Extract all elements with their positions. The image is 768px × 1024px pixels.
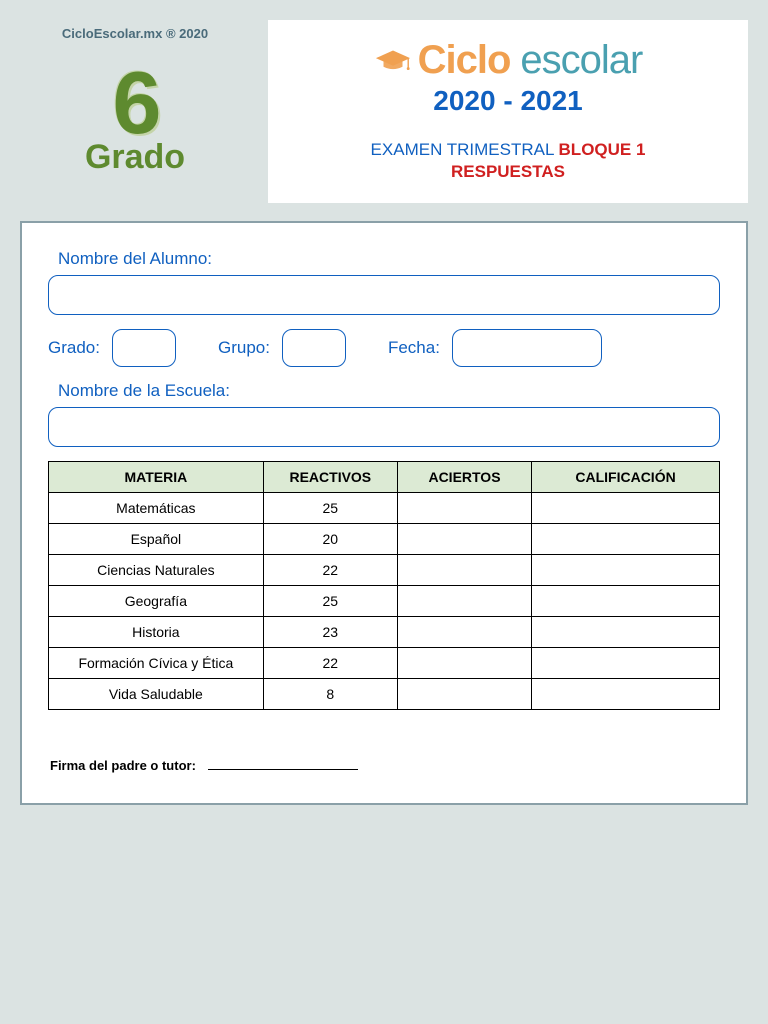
grade-label: Grado	[85, 138, 185, 177]
cell-calificacion	[532, 648, 720, 679]
fecha-input[interactable]	[452, 329, 602, 367]
cell-reactivos: 25	[263, 586, 397, 617]
brand-year: 2020 - 2021	[433, 85, 582, 117]
exam-title: EXAMEN TRIMESTRAL BLOQUE 1 RESPUESTAS	[371, 139, 646, 183]
cell-calificacion	[532, 586, 720, 617]
nombre-alumno-input[interactable]	[48, 275, 720, 315]
table-row: Geografía25	[49, 586, 720, 617]
cell-materia: Español	[49, 524, 264, 555]
cell-reactivos: 20	[263, 524, 397, 555]
brand-word-ciclo: Ciclo	[418, 38, 511, 83]
escuela-input[interactable]	[48, 407, 720, 447]
nombre-alumno-label: Nombre del Alumno:	[58, 249, 720, 269]
brand-logo-line: Ciclo escolar	[374, 38, 643, 83]
cell-aciertos	[397, 493, 531, 524]
graduation-cap-icon	[374, 48, 412, 74]
inline-fields-row: Grado: Grupo: Fecha:	[48, 329, 720, 367]
cell-reactivos: 8	[263, 679, 397, 710]
cell-reactivos: 22	[263, 555, 397, 586]
signature-label: Firma del padre o tutor:	[50, 758, 196, 773]
cell-calificacion	[532, 524, 720, 555]
cell-materia: Formación Cívica y Ética	[49, 648, 264, 679]
cell-aciertos	[397, 524, 531, 555]
table-row: Matemáticas25	[49, 493, 720, 524]
cell-aciertos	[397, 617, 531, 648]
cell-aciertos	[397, 586, 531, 617]
table-row: Formación Cívica y Ética22	[49, 648, 720, 679]
cell-calificacion	[532, 493, 720, 524]
subjects-table: MATERIA REACTIVOS ACIERTOS CALIFICACIÓN …	[48, 461, 720, 710]
grado-field-label: Grado:	[48, 338, 100, 358]
table-row: Historia23	[49, 617, 720, 648]
cell-materia: Historia	[49, 617, 264, 648]
cell-reactivos: 25	[263, 493, 397, 524]
grupo-field-label: Grupo:	[218, 338, 270, 358]
cell-calificacion	[532, 555, 720, 586]
signature-row: Firma del padre o tutor:	[48, 758, 720, 773]
cell-aciertos	[397, 648, 531, 679]
copyright-text: CicloEscolar.mx ® 2020	[62, 26, 208, 41]
grado-input[interactable]	[112, 329, 176, 367]
grade-number: 6	[113, 63, 158, 142]
table-header-row: MATERIA REACTIVOS ACIERTOS CALIFICACIÓN	[49, 462, 720, 493]
fecha-field-label: Fecha:	[388, 338, 440, 358]
table-row: Ciencias Naturales22	[49, 555, 720, 586]
cell-materia: Vida Saludable	[49, 679, 264, 710]
table-row: Vida Saludable8	[49, 679, 720, 710]
escuela-label: Nombre de la Escuela:	[58, 381, 720, 401]
form-card: Nombre del Alumno: Grado: Grupo: Fecha: …	[20, 221, 748, 805]
exam-bloque: BLOQUE 1	[559, 140, 646, 159]
cell-materia: Geografía	[49, 586, 264, 617]
brand-card: Ciclo escolar 2020 - 2021 EXAMEN TRIMEST…	[268, 20, 748, 203]
exam-prefix: EXAMEN TRIMESTRAL	[371, 140, 559, 159]
col-materia: MATERIA	[49, 462, 264, 493]
header-left: CicloEscolar.mx ® 2020 6 Grado	[20, 20, 250, 203]
col-calificacion: CALIFICACIÓN	[532, 462, 720, 493]
col-aciertos: ACIERTOS	[397, 462, 531, 493]
cell-materia: Ciencias Naturales	[49, 555, 264, 586]
cell-materia: Matemáticas	[49, 493, 264, 524]
grupo-input[interactable]	[282, 329, 346, 367]
signature-line[interactable]	[208, 769, 358, 770]
cell-aciertos	[397, 679, 531, 710]
header-row: CicloEscolar.mx ® 2020 6 Grado Ciclo esc…	[20, 20, 748, 203]
cell-reactivos: 22	[263, 648, 397, 679]
exam-respuestas: RESPUESTAS	[451, 162, 565, 181]
cell-calificacion	[532, 617, 720, 648]
cell-aciertos	[397, 555, 531, 586]
cell-calificacion	[532, 679, 720, 710]
brand-word-escolar: escolar	[520, 38, 642, 83]
col-reactivos: REACTIVOS	[263, 462, 397, 493]
cell-reactivos: 23	[263, 617, 397, 648]
table-row: Español20	[49, 524, 720, 555]
